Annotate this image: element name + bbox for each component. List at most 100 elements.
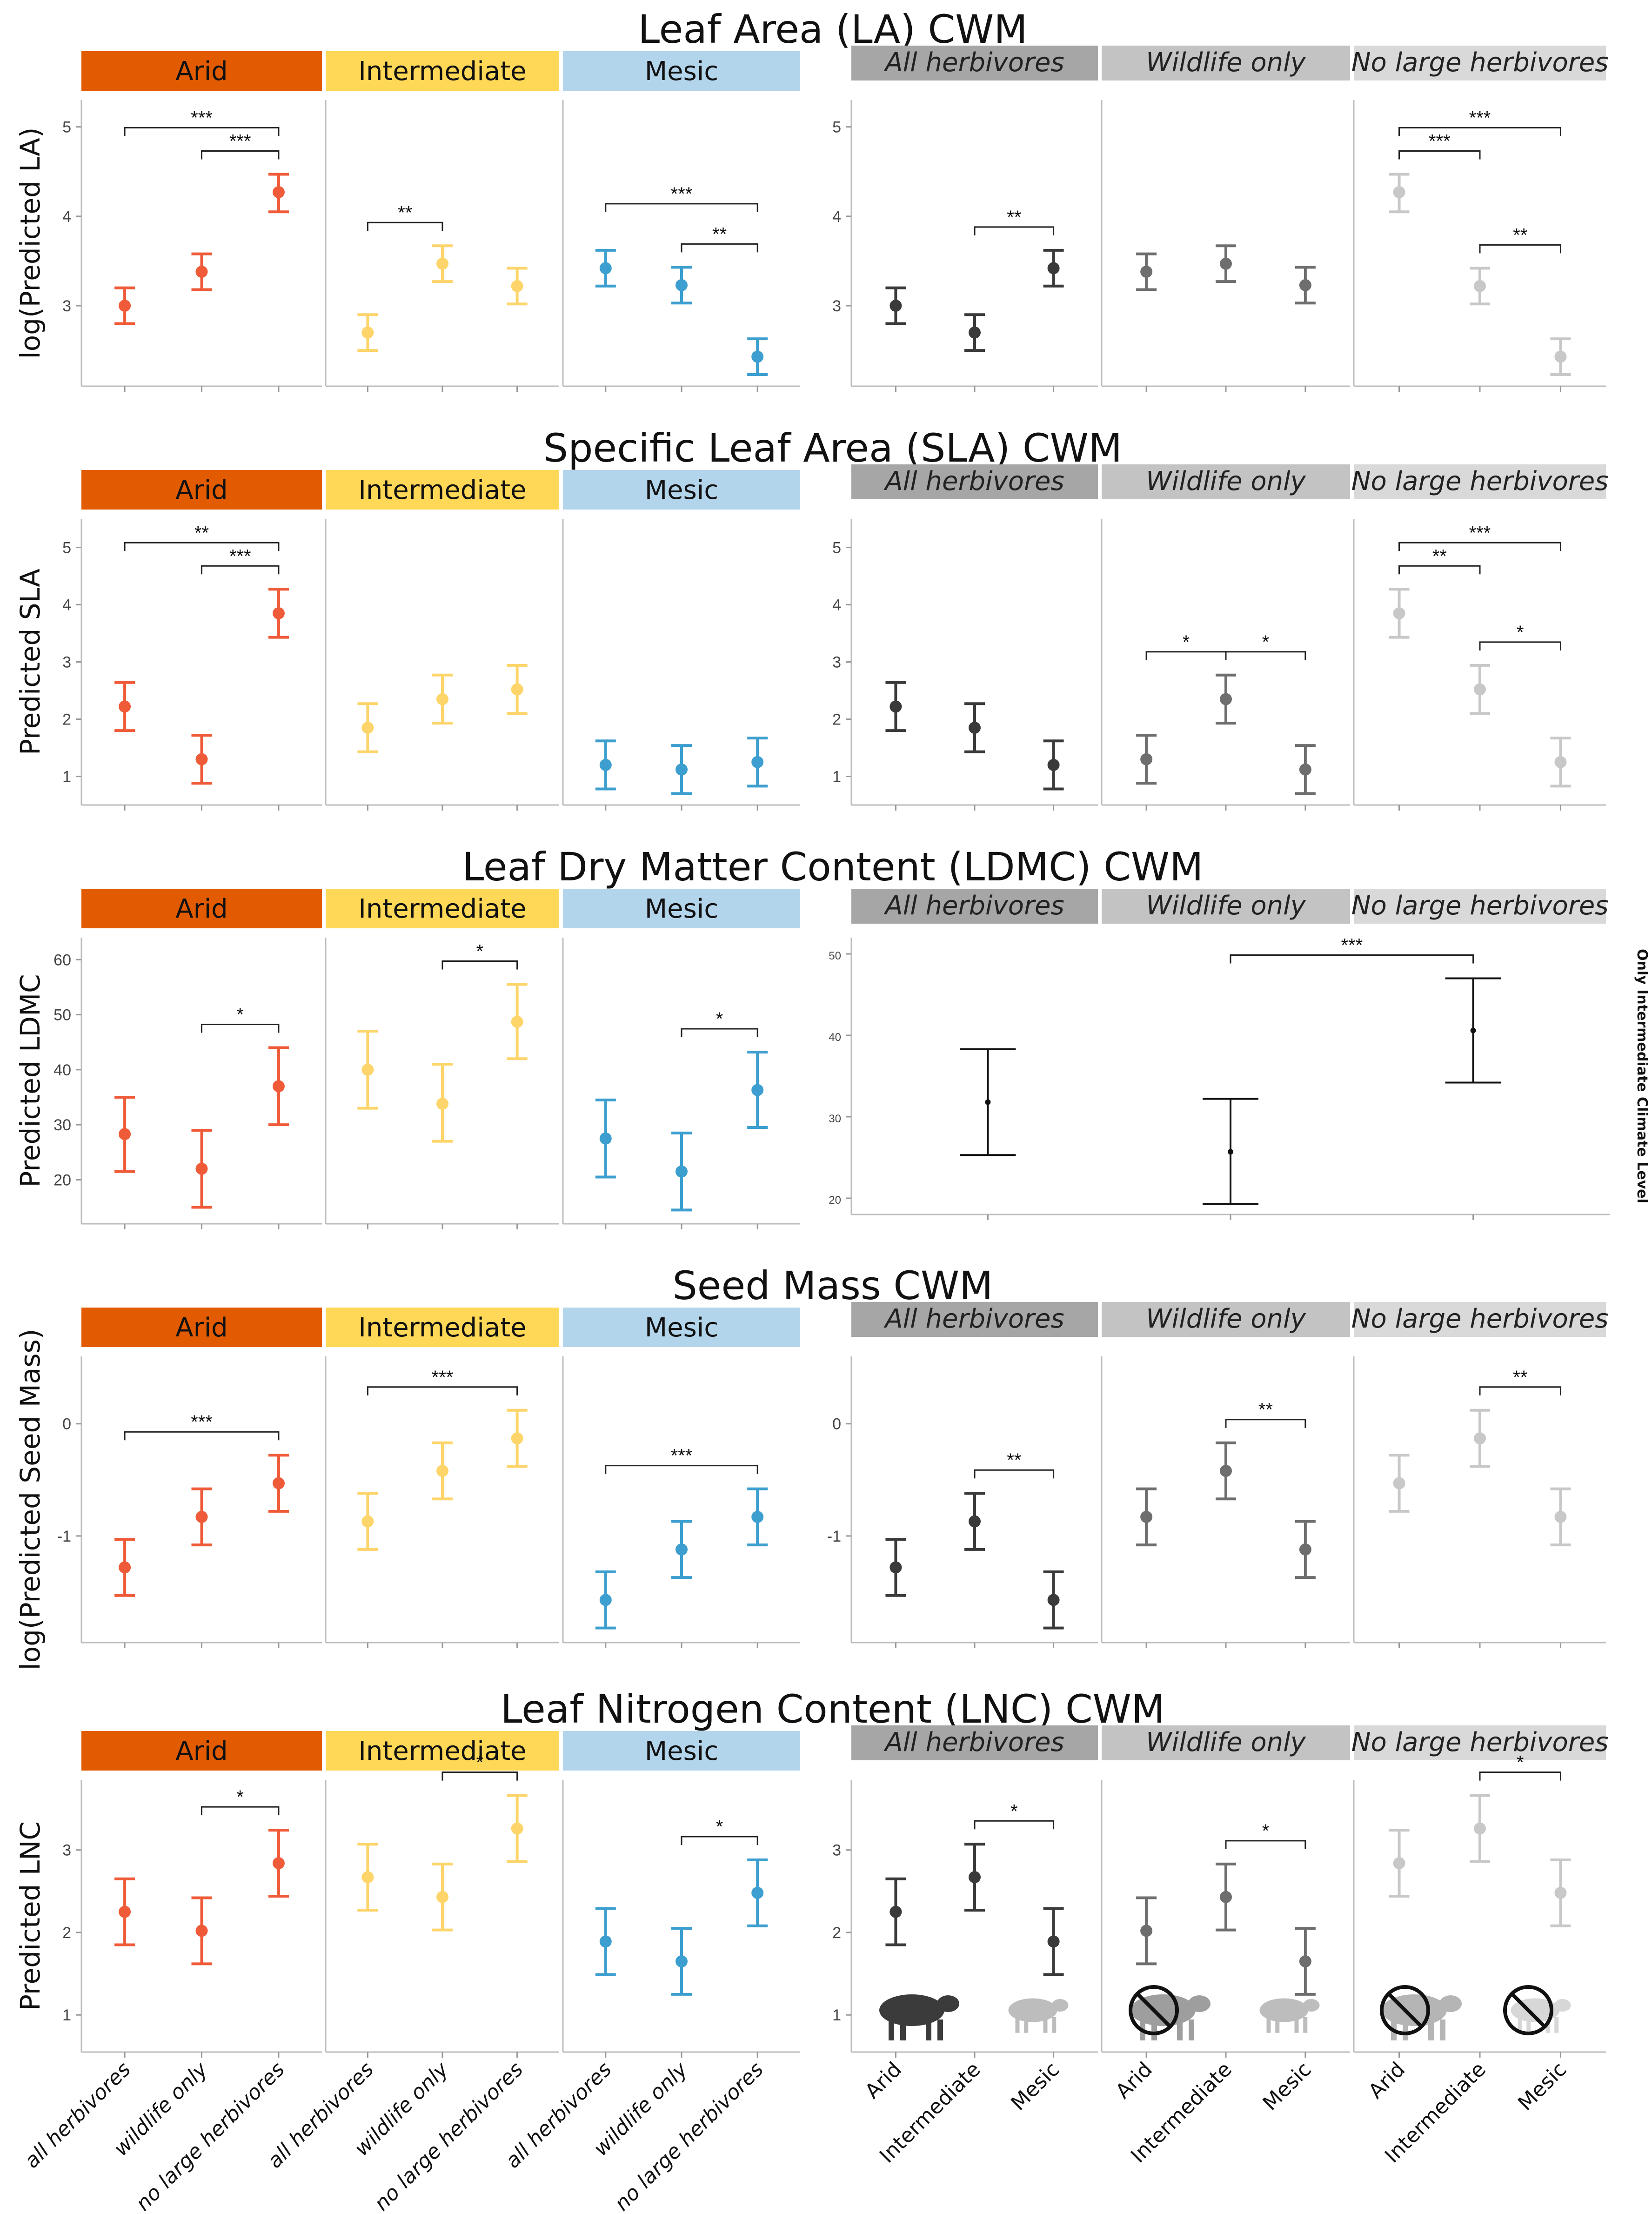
facet-strip-label: Arid — [175, 1313, 227, 1343]
climate-2-errorbar-0 — [595, 1907, 616, 1976]
row-0: Leaf Area (LA) CWM log(Predicted LA) Arid *… — [14, 7, 1608, 392]
right-ytick-label-1: 0 — [832, 1416, 841, 1433]
herbivory-2-errorbar-0 — [1389, 1829, 1410, 1898]
herbivory-strip-group-0: All herbivores — [851, 46, 1098, 81]
herbivory-2-errorbar-1 — [1470, 1409, 1490, 1468]
mean-point — [119, 1905, 131, 1918]
intermediate-only-errorbar-2 — [1445, 977, 1501, 1084]
facet-strip-intermediate — [326, 51, 559, 91]
herbivory-1-errorbar-1 — [1216, 1441, 1236, 1501]
bracket-line — [974, 1469, 1055, 1479]
mean-point — [436, 1891, 448, 1903]
climate-0-significance-bracket-0: *** — [124, 108, 280, 136]
facet-strip-no-large-herbivores — [1354, 464, 1606, 499]
climate-panel-arid: Arid * — [80, 1731, 322, 2058]
climate-1-errorbar-2 — [507, 983, 528, 1060]
mean-point — [969, 1515, 981, 1528]
mean-point — [985, 1099, 991, 1105]
left-ytick-label-0: -1 — [57, 1528, 71, 1545]
facet-strip-label: Mesic — [645, 56, 718, 87]
mean-point — [1554, 756, 1567, 768]
mean-point — [599, 758, 612, 771]
herbivory-strip-group-1: Wildlife only — [1102, 46, 1350, 81]
mean-point — [599, 1594, 612, 1606]
significance-label: * — [236, 1005, 244, 1025]
herbivory-1-errorbar-1 — [1216, 1862, 1236, 1932]
climate-2-significance-bracket-0: * — [681, 1817, 758, 1845]
climate-2-errorbar-1 — [671, 1520, 692, 1579]
right-ytick-label-0: -1 — [827, 1528, 841, 1545]
animal-head — [1554, 1999, 1571, 2012]
climate-2-errorbar-1 — [671, 266, 692, 305]
significance-label: ** — [1513, 225, 1527, 245]
mean-point — [676, 1543, 688, 1556]
climate-1-errorbar-0 — [357, 1492, 378, 1551]
climate-0-significance-bracket-0: ** — [124, 523, 280, 551]
mean-point — [1474, 1432, 1486, 1445]
mean-point — [511, 280, 523, 292]
no-symbol-slash — [1387, 1993, 1423, 2028]
herbivory-2-errorbar-1 — [1470, 664, 1490, 715]
mean-point — [272, 1477, 285, 1489]
herbivory-strip-group-2: No large herbivores — [1351, 1302, 1608, 1337]
climate-0-errorbar-1 — [191, 1128, 212, 1209]
mean-point — [119, 1561, 131, 1574]
herbivory-0-significance-bracket-0: * — [974, 1801, 1055, 1830]
mean-point — [890, 1905, 902, 1918]
mean-point — [890, 700, 902, 713]
bracket-line — [681, 1028, 758, 1037]
animal-leg — [900, 2019, 906, 2040]
herbivory-strip-group-0: All herbivores — [851, 464, 1098, 499]
mean-point — [751, 350, 764, 363]
herbivory-strip-group-0: All herbivores — [851, 1302, 1098, 1337]
climate-0-significance-bracket-0: * — [201, 1005, 280, 1033]
significance-label: *** — [229, 131, 251, 152]
mean-point — [272, 1080, 285, 1093]
right-ytick-label-0: 1 — [832, 2006, 841, 2024]
animal-body — [1259, 1998, 1309, 2022]
left-ytick-label-0: 1 — [62, 2006, 71, 2024]
y-axis-label: Predicted LNC — [14, 1821, 46, 2011]
facet-strip-no-large-herbivores — [1354, 889, 1606, 924]
right-ytick-label-4: 5 — [832, 539, 841, 557]
bracket-line — [441, 1771, 518, 1781]
bracket-line — [1230, 954, 1474, 964]
herbivory-0-errorbar-1 — [964, 313, 985, 352]
mean-point — [1140, 753, 1153, 765]
bracket-line — [124, 542, 280, 551]
intermediate-only-panel: 20 30 40 50 *** Only Intermediate Climate Lev… — [829, 935, 1650, 1220]
y-axis-label: Predicted SLA — [14, 569, 46, 755]
herbivory-2-significance-bracket-2: * — [1479, 622, 1561, 651]
climate-2-errorbar-2 — [747, 1858, 768, 1927]
facet-strip-arid — [81, 1308, 322, 1347]
herbivory-1-errorbar-1 — [1216, 673, 1236, 725]
climate-0-errorbar-1 — [191, 733, 212, 785]
herbivory-0-errorbar-0 — [885, 1538, 906, 1597]
herbivory-panel-1 — [1101, 100, 1350, 392]
mean-point — [1220, 257, 1232, 270]
significance-label: * — [1262, 1821, 1270, 1841]
row-title: Specific Leaf Area (SLA) CWM — [543, 425, 1122, 471]
mean-point — [195, 1510, 208, 1523]
no-symbol-slash — [1511, 1993, 1546, 2028]
mean-point — [676, 1955, 688, 1967]
climate-0-significance-bracket-1: *** — [201, 546, 280, 575]
herbivory-2-significance-bracket-0: *** — [1398, 108, 1561, 136]
mean-point — [751, 1084, 764, 1096]
climate-0-errorbar-0 — [114, 681, 135, 732]
herbivory-2-errorbar-1 — [1470, 1794, 1490, 1863]
herbivory-strip-group-2: No large herbivores — [1351, 464, 1609, 499]
climate-0-errorbar-1 — [191, 1487, 212, 1547]
herbivory-strip-group-2: No large herbivores — [1351, 889, 1608, 924]
facet-strip-arid — [81, 1731, 322, 1771]
mean-point — [361, 1871, 374, 1884]
bracket-line — [124, 1431, 280, 1441]
facet-strip-wildlife-only — [1102, 889, 1350, 924]
mean-point — [1393, 1477, 1405, 1489]
mean-point — [436, 1465, 448, 1477]
left-ytick-label-0: 1 — [62, 768, 71, 786]
facet-strip-label: No large herbivores — [1351, 466, 1609, 496]
x-category-label: Arid — [1111, 2058, 1157, 2104]
animal-leg — [937, 2019, 943, 2040]
